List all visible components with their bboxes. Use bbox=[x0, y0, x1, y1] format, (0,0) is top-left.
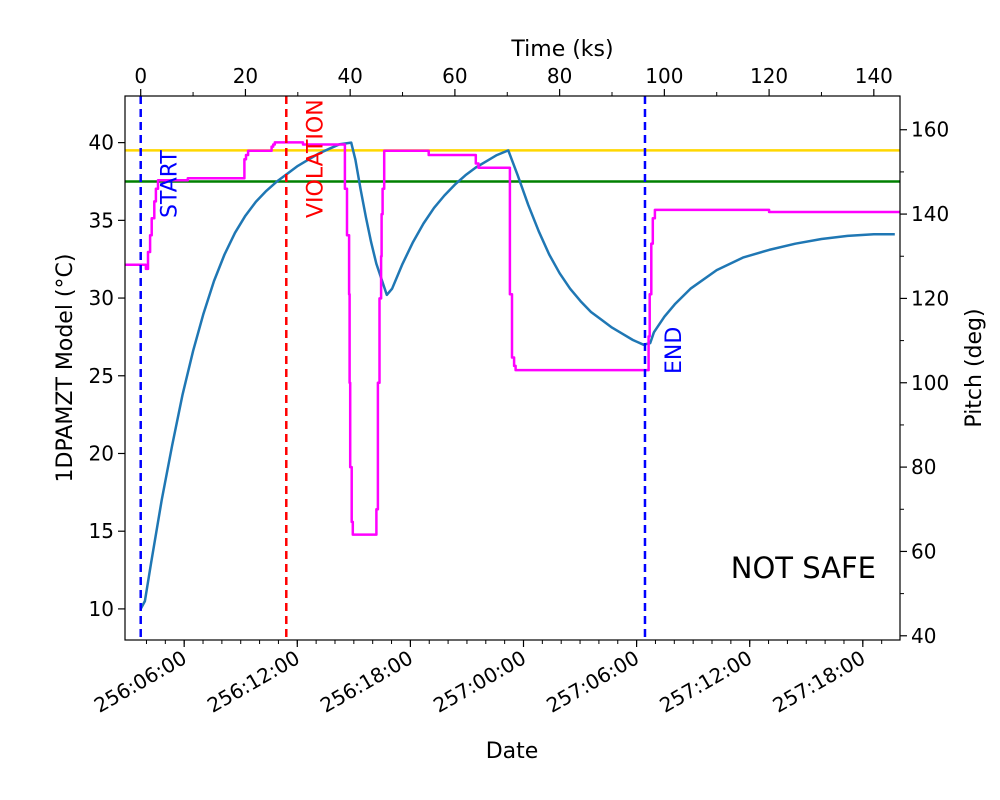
y2-tick-label: 160 bbox=[911, 118, 949, 142]
y-tick-label: 35 bbox=[89, 208, 114, 232]
x2-tick-label: 40 bbox=[337, 64, 362, 88]
x2-tick-label: 140 bbox=[855, 64, 893, 88]
y-tick-label: 30 bbox=[89, 286, 114, 310]
vline-label-0: START bbox=[158, 150, 183, 218]
x2-tick-label: 20 bbox=[233, 64, 258, 88]
y-tick-label: 25 bbox=[89, 364, 114, 388]
x2-tick-label: 0 bbox=[134, 64, 147, 88]
annotation-text: NOT SAFE bbox=[731, 551, 876, 585]
y2-tick-label: 100 bbox=[911, 371, 949, 395]
series-line-1 bbox=[125, 141, 900, 536]
y2-tick-label: 40 bbox=[911, 624, 936, 648]
y2-tick-label: 120 bbox=[911, 286, 949, 310]
plot-content bbox=[125, 96, 900, 640]
axes: 10 15 20 25 30 35 40 40 60 80 100 120 140 160 0 20 40 60 8… bbox=[53, 37, 987, 764]
vline-label-1: VIOLATION bbox=[303, 99, 328, 218]
y2-axis-title: Pitch (deg) bbox=[962, 308, 987, 427]
y-tick-label: 15 bbox=[89, 519, 114, 543]
x2-axis-title: Time (ks) bbox=[510, 37, 613, 62]
y-axis-title: 1DPAMZT Model (°C) bbox=[53, 254, 78, 483]
x-tick-label: 257:00:00 bbox=[429, 646, 530, 718]
x2-tick-label: 80 bbox=[547, 64, 572, 88]
y-tick-label: 40 bbox=[89, 131, 114, 155]
series-line-0 bbox=[139, 141, 895, 610]
x-tick-label: 257:06:00 bbox=[542, 646, 643, 718]
x-tick-label: 256:18:00 bbox=[316, 646, 417, 718]
vline-label-2: END bbox=[662, 327, 687, 374]
y2-tick-label: 140 bbox=[911, 202, 949, 226]
plot-area: START VIOLATION END NOT SAFE bbox=[125, 96, 900, 640]
x2-tick-label: 60 bbox=[442, 64, 467, 88]
y2-tick-label: 60 bbox=[911, 539, 936, 563]
y-tick-label: 10 bbox=[89, 597, 114, 621]
y2-tick-label: 80 bbox=[911, 455, 936, 479]
x-tick-label: 257:18:00 bbox=[768, 646, 869, 718]
x-axis-title: Date bbox=[486, 739, 539, 764]
y-tick-label: 20 bbox=[89, 441, 114, 465]
plot-frame bbox=[124, 95, 901, 641]
x-tick-label: 256:06:00 bbox=[90, 646, 191, 718]
x2-tick-label: 120 bbox=[750, 64, 788, 88]
x-tick-label: 256:12:00 bbox=[203, 646, 304, 718]
x-tick-label: 257:12:00 bbox=[655, 646, 756, 718]
x2-tick-label: 100 bbox=[645, 64, 683, 88]
